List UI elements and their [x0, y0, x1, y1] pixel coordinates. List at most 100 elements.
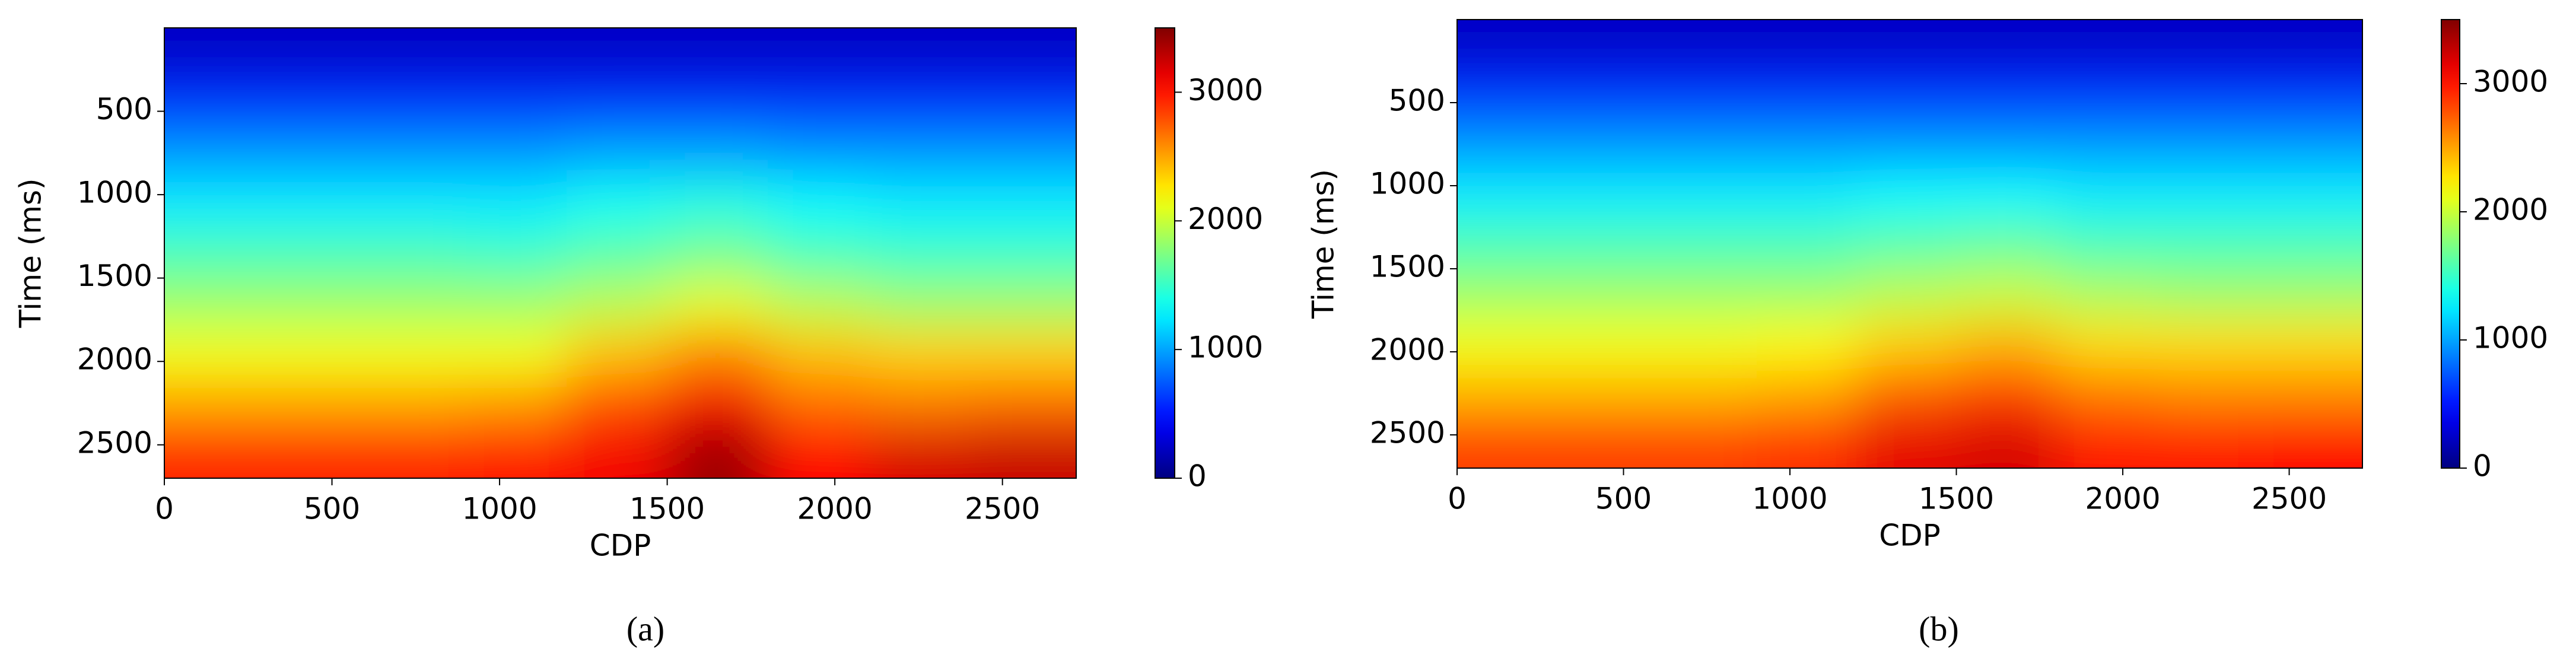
heat-cell	[1557, 20, 1658, 70]
heat-cell	[365, 378, 467, 429]
heat-cell	[466, 378, 568, 429]
heat-cell	[1656, 219, 1757, 269]
heat-cell	[365, 428, 467, 478]
x-axis-label: CDP	[1879, 519, 1941, 553]
heat-cell	[164, 128, 266, 179]
heat-cell	[1457, 119, 1558, 170]
heat-cell	[2156, 319, 2257, 369]
heat-cell	[265, 428, 367, 478]
heat-cell	[164, 378, 266, 429]
colorbar-tick-label: 3000	[2473, 65, 2548, 99]
plot-frame	[1456, 19, 2363, 469]
colorbar-tick-label: 0	[1188, 459, 1207, 494]
heat-cell	[265, 378, 367, 429]
heat-cell	[868, 128, 970, 179]
heat-cell	[1856, 169, 1957, 220]
x-tick-label: 2500	[965, 492, 1040, 526]
heat-cell	[1956, 169, 2057, 220]
heat-cell	[265, 128, 367, 179]
heat-cell	[567, 178, 668, 229]
y-tick-label: 2500	[77, 425, 152, 460]
heat-cell	[1656, 418, 1757, 468]
x-tick-label: 500	[304, 492, 360, 526]
heatmap	[164, 28, 1076, 478]
heat-cell	[2056, 20, 2157, 70]
heat-cell	[265, 78, 367, 129]
heat-cell	[868, 428, 970, 478]
heat-cell	[1557, 418, 1658, 468]
heat-cell	[2156, 169, 2257, 220]
y-tick-label: 2000	[77, 342, 152, 377]
heat-cell	[365, 178, 467, 229]
heat-cell	[1656, 368, 1757, 419]
heat-cell	[1756, 319, 1858, 369]
heat-cell	[365, 228, 467, 279]
heat-cell	[1756, 418, 1858, 468]
heat-cell	[868, 178, 970, 229]
x-axis-label: CDP	[590, 529, 651, 563]
heat-cell	[1856, 418, 1957, 468]
heat-cell	[667, 328, 769, 379]
heat-cell	[466, 228, 568, 279]
y-tick-label: 500	[96, 92, 152, 126]
heat-cell	[1956, 368, 2057, 419]
heat-cell	[1856, 269, 1957, 319]
heat-cell	[1656, 319, 1757, 369]
heat-cell	[466, 328, 568, 379]
y-tick-label: 2500	[1370, 416, 1445, 450]
heat-cell	[667, 78, 769, 129]
heat-cell	[2256, 418, 2362, 468]
heat-cell	[1457, 418, 1558, 468]
heat-cell	[2156, 219, 2257, 269]
heat-cell	[1457, 169, 1558, 220]
heat-cell	[2256, 69, 2362, 120]
heat-cell	[567, 28, 668, 79]
heat-cell	[2056, 269, 2157, 319]
y-axis-label: Time (ms)	[1306, 169, 1341, 319]
heat-cell	[1557, 319, 1658, 369]
heat-cell	[365, 78, 467, 129]
heat-cell	[2156, 368, 2257, 419]
y-tick-label: 1500	[1370, 250, 1445, 284]
heat-cell	[1956, 319, 2057, 369]
x-tick-label: 2000	[797, 492, 873, 526]
heat-cell	[768, 378, 869, 429]
heat-cell	[2156, 269, 2257, 319]
heat-cell	[164, 228, 266, 279]
heat-cell	[2056, 219, 2157, 269]
heat-cell	[1956, 69, 2057, 120]
heat-cell	[466, 428, 568, 478]
heat-cell	[969, 178, 1076, 229]
y-tick-label: 2000	[1370, 333, 1445, 367]
heat-cell	[2256, 219, 2362, 269]
heat-cell	[1856, 319, 1957, 369]
heat-cell	[1557, 69, 1658, 120]
heat-cell	[164, 428, 266, 478]
heat-cell	[1457, 219, 1558, 269]
heat-cell	[1656, 20, 1757, 70]
heat-cell	[868, 378, 970, 429]
heat-cell	[667, 128, 769, 179]
heat-cell	[1756, 119, 1858, 170]
panel: 0 500 1000 1500 2000 2500 500 1000 1500 2000 2500 C…	[1306, 19, 2548, 648]
heat-cell	[1756, 20, 1858, 70]
x-tick-label: 0	[155, 492, 174, 526]
heat-cell	[1856, 119, 1957, 170]
heat-cell	[1756, 169, 1858, 220]
heat-cell	[1956, 219, 2057, 269]
heat-cell	[2056, 368, 2157, 419]
heat-cell	[1856, 20, 1957, 70]
heatmap-cells	[164, 28, 1076, 478]
heat-cell	[1457, 319, 1558, 369]
heat-cell	[2256, 119, 2362, 170]
x-tick-label: 2500	[2251, 482, 2327, 516]
heat-cell	[2256, 20, 2362, 70]
heat-cell	[969, 128, 1076, 179]
heat-cell	[969, 228, 1076, 279]
heat-cell	[1656, 169, 1757, 220]
heat-cell	[768, 28, 869, 79]
heat-cell	[567, 378, 668, 429]
heat-cell	[1856, 219, 1957, 269]
x-tick-label: 1000	[1752, 482, 1827, 516]
